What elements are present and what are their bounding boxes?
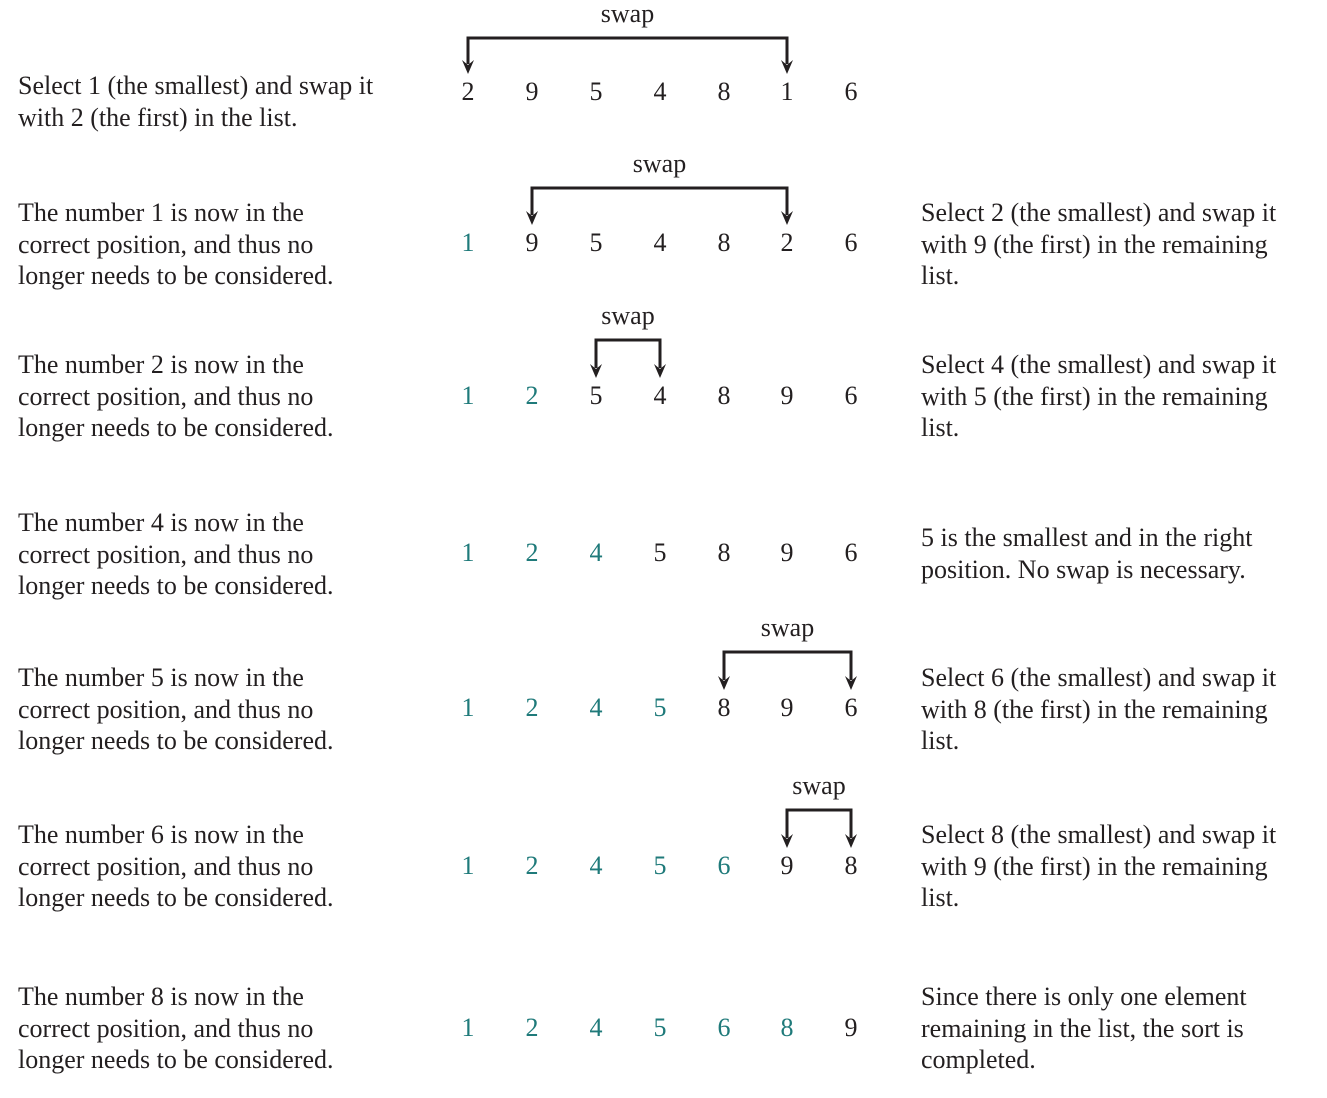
step-5-element-4: 5 [653,693,667,722]
step-6-left-text: The number 6 is now in the correct posit… [18,820,334,912]
step-5-element-3: 4 [589,693,603,722]
arrowhead-icon [718,676,730,690]
step-3-swap-label: swap [601,301,654,330]
arrowhead-icon [781,211,793,225]
arrowhead-icon [526,211,538,225]
step-1-swap-label: swap [601,0,654,28]
step-3-left-text: The number 2 is now in the correct posit… [18,350,334,442]
step-7-left-text: The number 8 is now in the correct posit… [18,982,334,1074]
step-3-right-text: Select 4 (the smallest) and swap it with… [921,350,1277,442]
step-4-right-text: 5 is the smallest and in the right posit… [921,523,1253,584]
step-7-element-7: 9 [844,1013,858,1042]
step-2-swap-label: swap [633,149,686,178]
step-2-element-7: 6 [844,228,858,257]
step-2-element-2: 9 [525,228,539,257]
step-2-element-1: 1 [461,228,475,257]
step-1-element-2: 9 [525,77,539,106]
step-4-element-6: 9 [780,538,794,567]
step-6-element-5: 6 [717,851,731,880]
step-3-element-1: 1 [461,381,475,410]
step-3-element-6: 9 [780,381,794,410]
step-7-element-1: 1 [461,1013,475,1042]
step-5-right-text: Select 6 (the smallest) and swap it with… [921,663,1277,755]
step-6-element-1: 1 [461,851,475,880]
step-4-element-2: 2 [525,538,539,567]
step-3-element-5: 8 [717,381,731,410]
step-3-element-3: 5 [589,381,603,410]
step-7-element-2: 2 [525,1013,539,1042]
step-6-swap-arrow: swap [781,771,857,848]
step-1-element-1: 2 [461,77,475,106]
step-5-swap-arrow: swap [718,613,857,690]
step-4-element-5: 8 [717,538,731,567]
step-7-element-3: 4 [589,1013,603,1042]
step-2-element-5: 8 [717,228,731,257]
arrowhead-icon [462,60,474,74]
step-2-left-text: The number 1 is now in the correct posit… [18,198,334,290]
arrowhead-icon [781,834,793,848]
step-5-element-5: 8 [717,693,731,722]
step-4-element-3: 4 [589,538,603,567]
step-4-left-text: The number 4 is now in the correct posit… [18,508,334,600]
step-7-element-4: 5 [653,1013,667,1042]
step-6-right-text: Select 8 (the smallest) and swap it with… [921,820,1277,912]
step-5-left-text: The number 5 is now in the correct posit… [18,663,334,755]
step-3-element-4: 4 [653,381,667,410]
arrowhead-icon [654,364,666,378]
step-5-element-6: 9 [780,693,794,722]
step-5-swap-label: swap [761,613,814,642]
step-2-swap-arrow: swap [526,149,793,225]
step-6-swap-label: swap [792,771,845,800]
step-1-element-5: 8 [717,77,731,106]
step-3-element-7: 6 [844,381,858,410]
step-4-element-4: 5 [653,538,667,567]
step-1-element-6: 1 [780,77,794,106]
step-7-element-5: 6 [717,1013,731,1042]
step-5-element-7: 6 [844,693,858,722]
step-4-element-7: 6 [844,538,858,567]
step-2-element-6: 2 [780,228,794,257]
arrowhead-icon [781,60,793,74]
arrowhead-icon [590,364,602,378]
step-2-element-3: 5 [589,228,603,257]
step-2-right-text: Select 2 (the smallest) and swap it with… [921,198,1277,290]
step-7-right-text: Since there is only one element remainin… [921,982,1247,1074]
step-5-element-1: 1 [461,693,475,722]
step-3-swap-arrow: swap [590,301,666,378]
step-1-left-text: Select 1 (the smallest) and swap it with… [18,71,374,132]
step-1-element-4: 4 [653,77,667,106]
step-2-element-4: 4 [653,228,667,257]
arrowhead-icon [845,676,857,690]
step-6-element-7: 8 [844,851,858,880]
step-6-element-6: 9 [780,851,794,880]
step-7-element-6: 8 [780,1013,794,1042]
step-6-element-2: 2 [525,851,539,880]
step-4-element-1: 1 [461,538,475,567]
step-3-element-2: 2 [525,381,539,410]
step-6-element-3: 4 [589,851,603,880]
arrowhead-icon [845,834,857,848]
step-1-swap-arrow: swap [462,0,793,74]
step-5-element-2: 2 [525,693,539,722]
step-1-element-7: 6 [844,77,858,106]
step-6-element-4: 5 [653,851,667,880]
step-1-element-3: 5 [589,77,603,106]
